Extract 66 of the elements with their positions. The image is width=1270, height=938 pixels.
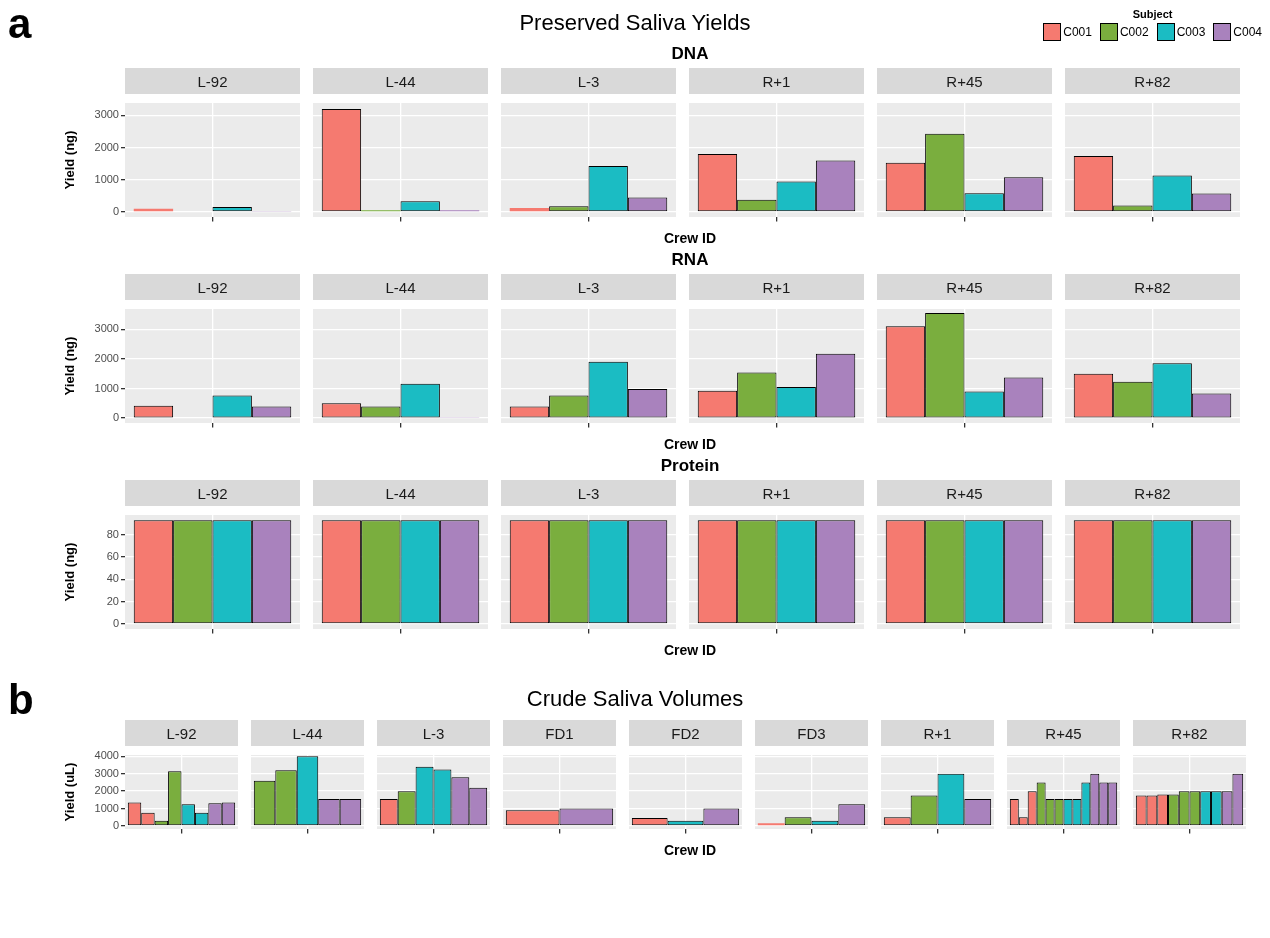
x-tick-label: R+82 (1065, 480, 1240, 506)
x-tick-label: R+1 (689, 480, 864, 506)
x-tick-label: R+82 (1065, 68, 1240, 94)
legend-title: Subject (1131, 8, 1174, 20)
y-tick-label: 3000 (94, 766, 119, 779)
y-axis-title: Yield (ng) (62, 130, 78, 190)
x-tick-label: L-44 (313, 480, 488, 506)
x-tick-label: FD2 (629, 720, 742, 746)
y-tick-label: 2000 (94, 784, 119, 797)
y-tick-label: 1000 (94, 801, 119, 814)
y-tick-label: 1000 (94, 381, 119, 394)
x-tick-label: L-92 (125, 720, 238, 746)
legend-label: C003 (1176, 25, 1206, 39)
x-tick-label: FD1 (503, 720, 616, 746)
chart-title: RNA (670, 250, 710, 271)
x-axis-title: Crew ID (662, 641, 718, 660)
x-tick-label: R+45 (877, 274, 1052, 300)
y-tick-label: 2000 (94, 140, 119, 153)
y-tick-label: 4000 (94, 749, 119, 762)
x-axis-title: Crew ID (662, 841, 718, 860)
legend-label: C002 (1119, 25, 1149, 39)
y-tick-label: 0 (112, 616, 119, 629)
x-tick-label: L-92 (125, 68, 300, 94)
x-tick-label: R+1 (881, 720, 994, 746)
x-tick-label: L-44 (251, 720, 364, 746)
x-tick-label: L-3 (501, 480, 676, 506)
y-axis-title: Yield (ng) (62, 542, 78, 602)
x-tick-label: FD3 (755, 720, 868, 746)
x-tick-label: R+45 (877, 480, 1052, 506)
y-axis-title: Yield (ng) (62, 336, 78, 396)
x-axis-title: Crew ID (662, 229, 718, 248)
y-tick-label: 3000 (94, 108, 119, 121)
y-tick-label: 0 (112, 411, 119, 424)
y-axis-title: Yield (uL) (62, 762, 78, 822)
x-tick-label: R+1 (689, 68, 864, 94)
chart-title: Crude Saliva Volumes (526, 686, 744, 711)
y-tick-label: 0 (112, 818, 119, 831)
x-tick-label: R+45 (877, 68, 1052, 94)
y-tick-label: 0 (112, 204, 119, 217)
text: b (8, 676, 34, 724)
y-tick-label: 2000 (94, 351, 119, 364)
y-tick-label: 20 (106, 594, 119, 607)
x-axis-title: Crew ID (662, 435, 718, 454)
chart-title: Protein (659, 456, 721, 477)
x-tick-label: L-92 (125, 274, 300, 300)
x-tick-label: R+82 (1065, 274, 1240, 300)
chart-title: Preserved Saliva Yields (519, 10, 751, 35)
x-tick-label: R+45 (1007, 720, 1120, 746)
text: a (8, 0, 32, 48)
y-tick-label: 1000 (94, 172, 119, 185)
x-tick-label: L-3 (377, 720, 490, 746)
x-tick-label: L-3 (501, 68, 676, 94)
legend-label: C001 (1063, 25, 1092, 39)
y-tick-label: 80 (106, 527, 119, 540)
x-tick-label: L-92 (125, 480, 300, 506)
x-tick-label: R+82 (1133, 720, 1246, 746)
bar (509, 208, 550, 212)
x-tick-label: R+1 (689, 274, 864, 300)
y-tick-label: 60 (106, 549, 119, 562)
y-tick-label: 3000 (94, 322, 119, 335)
legend-label: C004 (1233, 25, 1262, 39)
x-tick-label: L-3 (501, 274, 676, 300)
x-tick-label: L-44 (313, 68, 488, 94)
chart-subtitle: DNA (671, 44, 709, 63)
x-tick-label: L-44 (313, 274, 488, 300)
y-tick-label: 40 (106, 572, 119, 585)
